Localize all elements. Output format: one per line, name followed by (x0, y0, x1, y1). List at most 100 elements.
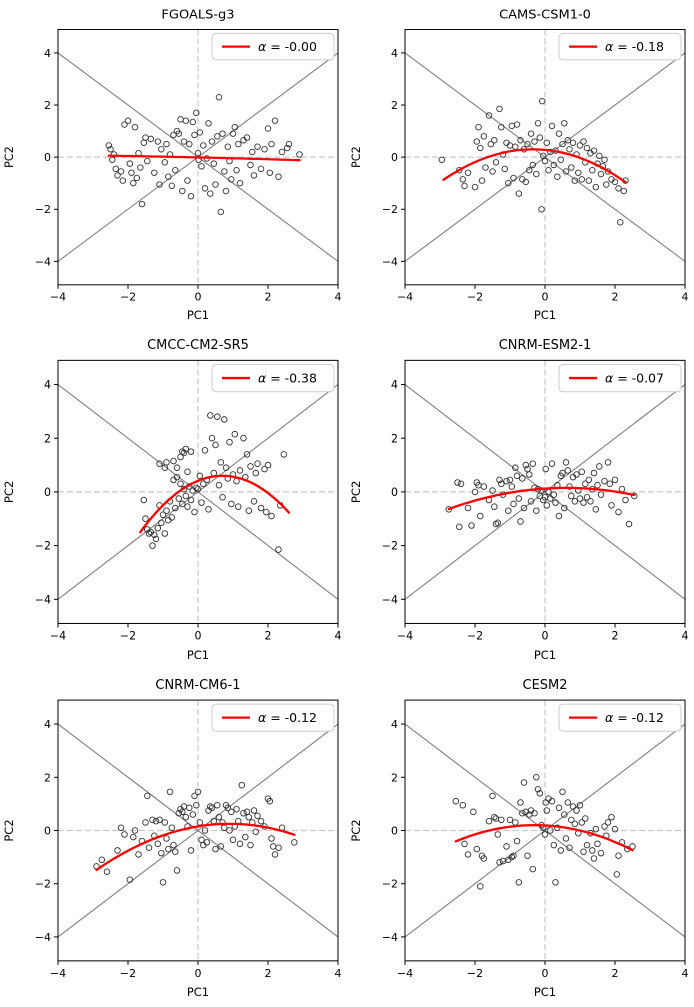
anti-identity-line (57, 723, 339, 938)
scatter-point (568, 164, 575, 171)
scatter-point (268, 835, 275, 842)
scatter-point (583, 841, 591, 849)
scatter-point (161, 819, 169, 826)
scatter-point (561, 504, 568, 512)
scatter-point (512, 143, 519, 150)
scatter-point (221, 168, 228, 175)
scatter-points (140, 412, 288, 553)
scatter-point (285, 140, 293, 148)
scatter-point (219, 493, 226, 501)
y-tick-label: −2 (382, 878, 398, 891)
y-tick-label: 0 (391, 486, 398, 499)
scatter-point (173, 464, 181, 472)
x-tick-label: 2 (612, 291, 619, 304)
scatter-point (249, 148, 256, 156)
scatter-point (519, 809, 526, 817)
fit-line (447, 486, 636, 511)
scatter-point (615, 185, 622, 192)
scatter-point (271, 117, 279, 124)
scatter-point (107, 146, 114, 153)
scatter-point (247, 161, 254, 169)
scatter-point (555, 130, 563, 137)
anti-identity-line (404, 52, 686, 262)
x-tick-label: 0 (542, 291, 549, 304)
scatter-point (105, 142, 113, 149)
scatter-point (184, 503, 191, 510)
scatter-point (238, 781, 246, 789)
y-tick-label: 4 (391, 379, 398, 392)
scatter-point (566, 146, 573, 153)
y-axis-label: PC2 (2, 481, 16, 504)
scatter-point (606, 480, 614, 488)
scatter-point (529, 161, 537, 169)
scatter-point (603, 181, 610, 188)
y-tick-label: 4 (44, 718, 51, 731)
scatter-point (522, 461, 530, 469)
scatter-point (152, 535, 160, 543)
scatter-point (519, 475, 526, 482)
scatter-point (548, 797, 556, 805)
legend: α = -0.12 (558, 703, 682, 732)
scatter-point (163, 140, 170, 148)
scatter-point (173, 867, 181, 874)
y-tick-label: 0 (44, 486, 51, 499)
x-axis-label: PC1 (534, 985, 556, 999)
scatter-point (144, 157, 151, 165)
scatter-point (545, 167, 552, 174)
scatter-point (271, 851, 279, 858)
scatter-point (254, 143, 261, 150)
subplot-title: CNRM-CM6-1 (155, 678, 240, 693)
scatter-point (275, 173, 282, 180)
x-axis-label: PC1 (534, 308, 556, 322)
scatter-point (506, 816, 514, 824)
scatter-point (585, 177, 593, 184)
scatter-point (571, 177, 579, 184)
subplot-cams-csm1-0: −4 −2 0 2 4 −4 −2 0 2 4 CAMS-CSM1-0 PC1 PC2 α = -0.18 (349, 8, 689, 322)
scatter-point (531, 484, 538, 492)
y-tick-label: 0 (44, 824, 51, 837)
scatter-point (569, 803, 577, 810)
scatter-point (461, 182, 468, 190)
scatter-point (438, 156, 446, 163)
scatter-point (471, 183, 479, 191)
scatter-point (236, 467, 244, 474)
legend-label: α = -0.00 (258, 40, 317, 54)
scatter-point (198, 836, 205, 844)
scatter-point (513, 837, 521, 845)
legend-label: α = -0.38 (258, 371, 317, 386)
scatter-point (233, 477, 240, 485)
scatter-point (254, 460, 261, 467)
scatter-point (114, 172, 121, 179)
scatter-point (119, 177, 127, 184)
scatter-point (229, 836, 237, 844)
scatter-point (242, 833, 249, 841)
x-tick-label: −2 (467, 967, 483, 980)
legend: α = -0.38 (211, 363, 335, 393)
scatter-point (233, 167, 240, 174)
scatter-point (464, 504, 472, 512)
scatter-point (531, 138, 538, 145)
scatter-point (543, 502, 551, 509)
scatter-point (527, 130, 535, 137)
scatter-point (240, 434, 247, 442)
scatter-point (291, 839, 298, 846)
scatter-point (189, 811, 197, 818)
scatter-point (561, 120, 568, 127)
scatter-point (515, 495, 523, 502)
scatter-point (163, 459, 170, 466)
scatter-point (538, 97, 546, 105)
scatter-point (252, 828, 260, 836)
scatter-point (480, 483, 488, 490)
scatter-point (524, 852, 531, 860)
scatter-point (121, 121, 128, 128)
subplot-cell: −4 −2 0 2 4 −4 −2 0 2 4 CNRM-CM6-1 PC1 PC2 α = -0.12 (0, 670, 347, 1007)
scatter-point (550, 491, 558, 498)
y-tick-label: −4 (35, 593, 51, 606)
x-tick-label: −2 (120, 630, 136, 643)
scatter-point (201, 827, 209, 834)
scatter-point (492, 815, 500, 822)
scatter-point (131, 827, 139, 834)
scatter-point (468, 522, 475, 529)
scatter-point (208, 138, 216, 145)
scatter-point (152, 817, 160, 825)
